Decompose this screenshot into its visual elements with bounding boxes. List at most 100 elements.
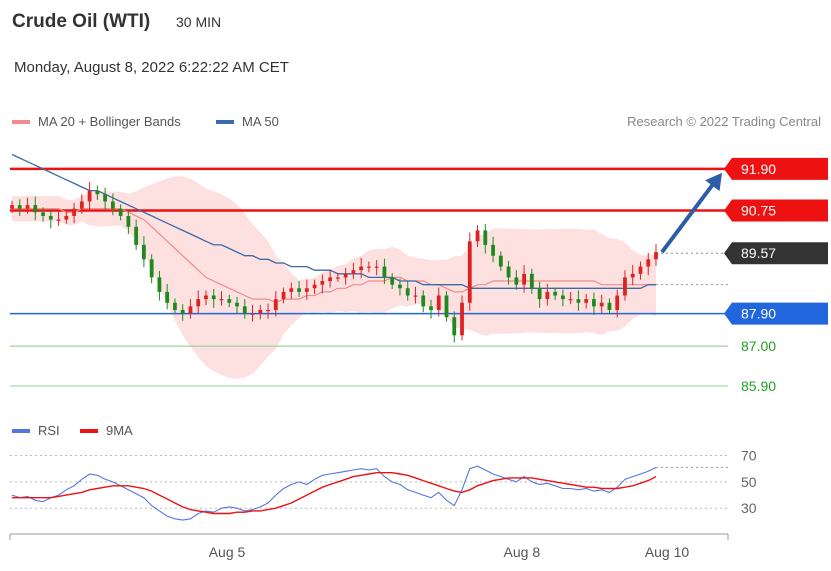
rsi-tick-30: 30 — [741, 500, 757, 516]
level-tag-91-90 — [724, 157, 828, 180]
candle-body — [72, 208, 76, 216]
candle-body — [48, 215, 53, 220]
candle-body — [599, 302, 604, 307]
time-tick-aug-10: Aug 10 — [645, 544, 690, 560]
candle-body — [522, 273, 526, 285]
candle-body — [56, 219, 61, 221]
candle-body — [529, 273, 534, 289]
candle-body — [320, 281, 325, 285]
instrument-title: Crude Oil (WTI) — [12, 11, 151, 32]
candle-body — [436, 295, 441, 310]
candle-body — [630, 273, 635, 278]
candle-body — [568, 299, 573, 301]
legend-ma20: MA 20 + Bollinger Bands — [12, 114, 181, 129]
candle-body — [475, 230, 480, 242]
candle-body — [95, 190, 100, 195]
candle-body — [359, 266, 364, 271]
level-labels: 91.90 90.75 89.57 87.90 87.00 85.90 — [724, 157, 828, 394]
ma50-line — [11, 153, 656, 289]
candle-body — [444, 295, 449, 318]
candle-body — [142, 244, 146, 260]
legend-rsi-ma: 9MA — [80, 423, 133, 438]
candle-body — [126, 215, 131, 227]
rsi-tick-70: 70 — [741, 448, 757, 464]
candle-body — [165, 291, 170, 303]
ma20-line — [12, 208, 656, 304]
arrow-shaft — [660, 181, 716, 254]
arrow-head — [705, 172, 722, 192]
candle-body — [10, 205, 14, 209]
candle-body — [196, 299, 201, 307]
time-tick-aug-5: Aug 5 — [209, 544, 246, 560]
candle-body — [149, 259, 154, 278]
candle-body — [250, 313, 255, 315]
candle-body — [110, 201, 115, 209]
candle-body — [460, 302, 464, 336]
candle-body — [281, 291, 286, 300]
legend-ma20-label: MA 20 + Bollinger Bands — [38, 114, 181, 129]
candle-body — [584, 299, 589, 303]
candle-body — [452, 317, 457, 336]
candle-body — [491, 244, 495, 256]
candle-body — [312, 284, 317, 289]
level-tag-90-75 — [724, 199, 828, 222]
candle-body — [623, 277, 627, 296]
candle-body — [335, 277, 340, 279]
candle-body — [266, 309, 270, 312]
timeframe-label: 30 MIN — [176, 14, 222, 30]
candle-body — [41, 212, 45, 216]
candle-body — [421, 295, 426, 307]
candles — [10, 181, 658, 343]
level-tag-89-57 — [724, 242, 828, 265]
candle-body — [64, 215, 69, 220]
candle-body — [646, 259, 651, 267]
candle-body — [537, 288, 542, 300]
candle-body — [638, 266, 643, 274]
legend-rsi-label: RSI — [38, 423, 60, 438]
candle-body — [289, 288, 294, 292]
time-axis: Aug 5 Aug 8 Aug 10 — [9, 533, 729, 560]
candle-body — [188, 306, 193, 314]
candle-body — [607, 302, 612, 310]
candle-body — [654, 252, 658, 260]
level-label-87-00: 87.00 — [741, 338, 776, 354]
candle-body — [483, 230, 488, 245]
candle-body — [17, 205, 22, 209]
candle-body — [553, 291, 558, 296]
candle-body — [297, 288, 301, 292]
rsi-panel: 70 50 30 — [10, 448, 757, 521]
candle-body — [413, 295, 418, 297]
candle-body — [211, 295, 216, 300]
candle-body — [382, 266, 387, 278]
candle-body — [592, 299, 596, 307]
candle-body — [328, 277, 333, 282]
candle-body — [25, 205, 30, 209]
candle-body — [390, 277, 395, 285]
level-label-91-90: 91.90 — [741, 161, 776, 177]
candle-body — [157, 277, 162, 292]
candle-body — [134, 226, 139, 245]
ma50-swatch — [216, 119, 234, 124]
bollinger-band-area — [12, 176, 656, 379]
level-label-90-75: 90.75 — [741, 203, 776, 219]
candle-body — [560, 295, 565, 300]
level-label-87-90: 87.90 — [741, 306, 776, 322]
candle-body — [506, 266, 511, 278]
rsi-swatch — [12, 428, 30, 433]
candle-body — [429, 306, 433, 310]
rsi-ma-line — [12, 472, 657, 515]
candle-body — [304, 288, 309, 292]
legend-ma50: MA 50 — [216, 114, 279, 129]
moving-averages — [11, 153, 728, 304]
candle-body — [227, 299, 232, 303]
level-label-85-90: 85.90 — [741, 378, 776, 394]
price-levels — [10, 167, 738, 387]
candle-body — [367, 266, 371, 268]
copyright-notice: Research © 2022 Trading Central — [627, 114, 821, 129]
candle-body — [514, 277, 519, 285]
candle-body — [33, 205, 38, 213]
report-datetime: Monday, August 8, 2022 6:22:22 AM CET — [14, 59, 289, 76]
candle-body — [545, 291, 550, 300]
candle-body — [398, 284, 402, 289]
